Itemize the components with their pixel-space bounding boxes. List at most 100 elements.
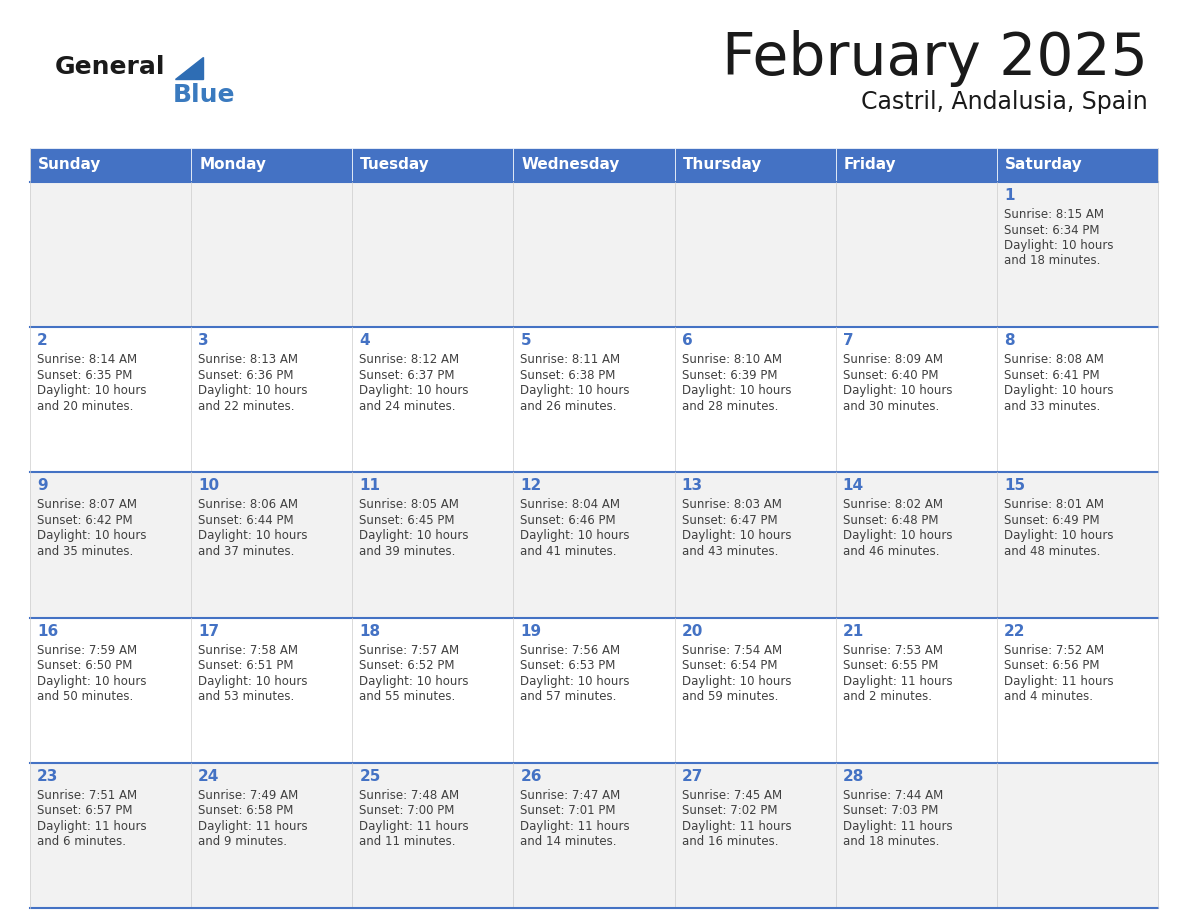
- Polygon shape: [175, 57, 203, 79]
- Text: 19: 19: [520, 623, 542, 639]
- Text: Sunset: 6:47 PM: Sunset: 6:47 PM: [682, 514, 777, 527]
- Text: Sunset: 6:39 PM: Sunset: 6:39 PM: [682, 369, 777, 382]
- Text: and 20 minutes.: and 20 minutes.: [37, 399, 133, 413]
- Text: and 11 minutes.: and 11 minutes.: [359, 835, 456, 848]
- Text: and 4 minutes.: and 4 minutes.: [1004, 690, 1093, 703]
- Text: Sunrise: 8:11 AM: Sunrise: 8:11 AM: [520, 353, 620, 366]
- FancyBboxPatch shape: [513, 148, 675, 182]
- Text: 8: 8: [1004, 333, 1015, 348]
- Text: Monday: Monday: [200, 158, 266, 173]
- Text: Sunrise: 8:05 AM: Sunrise: 8:05 AM: [359, 498, 459, 511]
- Text: Sunset: 6:44 PM: Sunset: 6:44 PM: [198, 514, 293, 527]
- Text: Sunset: 6:57 PM: Sunset: 6:57 PM: [37, 804, 133, 817]
- Text: Sunset: 6:51 PM: Sunset: 6:51 PM: [198, 659, 293, 672]
- Text: Sunset: 6:49 PM: Sunset: 6:49 PM: [1004, 514, 1099, 527]
- Text: Sunrise: 7:45 AM: Sunrise: 7:45 AM: [682, 789, 782, 801]
- Text: Sunset: 6:34 PM: Sunset: 6:34 PM: [1004, 223, 1099, 237]
- Text: Daylight: 10 hours: Daylight: 10 hours: [682, 530, 791, 543]
- Text: Sunset: 6:38 PM: Sunset: 6:38 PM: [520, 369, 615, 382]
- Text: and 33 minutes.: and 33 minutes.: [1004, 399, 1100, 413]
- Text: Daylight: 10 hours: Daylight: 10 hours: [198, 530, 308, 543]
- Text: 27: 27: [682, 768, 703, 784]
- Text: 25: 25: [359, 768, 380, 784]
- Text: 12: 12: [520, 478, 542, 493]
- Text: Sunrise: 8:15 AM: Sunrise: 8:15 AM: [1004, 208, 1104, 221]
- Text: Sunrise: 7:58 AM: Sunrise: 7:58 AM: [198, 644, 298, 656]
- Text: Daylight: 11 hours: Daylight: 11 hours: [359, 820, 469, 833]
- Text: 24: 24: [198, 768, 220, 784]
- Text: Daylight: 10 hours: Daylight: 10 hours: [842, 530, 953, 543]
- Text: Sunset: 6:37 PM: Sunset: 6:37 PM: [359, 369, 455, 382]
- Text: Sunrise: 8:03 AM: Sunrise: 8:03 AM: [682, 498, 782, 511]
- Text: Daylight: 10 hours: Daylight: 10 hours: [359, 530, 469, 543]
- Text: 9: 9: [37, 478, 48, 493]
- Text: 13: 13: [682, 478, 702, 493]
- Text: 21: 21: [842, 623, 864, 639]
- Text: 1: 1: [1004, 188, 1015, 203]
- Text: February 2025: February 2025: [722, 30, 1148, 87]
- FancyBboxPatch shape: [30, 148, 191, 182]
- Text: Sunrise: 7:49 AM: Sunrise: 7:49 AM: [198, 789, 298, 801]
- Text: 10: 10: [198, 478, 220, 493]
- Text: Daylight: 10 hours: Daylight: 10 hours: [37, 385, 146, 397]
- Text: 7: 7: [842, 333, 853, 348]
- FancyBboxPatch shape: [30, 763, 1158, 908]
- Text: 22: 22: [1004, 623, 1025, 639]
- Text: 3: 3: [198, 333, 209, 348]
- Text: 26: 26: [520, 768, 542, 784]
- Text: Sunset: 6:48 PM: Sunset: 6:48 PM: [842, 514, 939, 527]
- Text: 20: 20: [682, 623, 703, 639]
- Text: Sunset: 6:52 PM: Sunset: 6:52 PM: [359, 659, 455, 672]
- Text: Daylight: 10 hours: Daylight: 10 hours: [682, 675, 791, 688]
- Text: Sunrise: 7:59 AM: Sunrise: 7:59 AM: [37, 644, 137, 656]
- FancyBboxPatch shape: [835, 148, 997, 182]
- Text: 16: 16: [37, 623, 58, 639]
- Text: Daylight: 10 hours: Daylight: 10 hours: [37, 675, 146, 688]
- Text: Daylight: 10 hours: Daylight: 10 hours: [1004, 385, 1113, 397]
- Text: Sunrise: 8:07 AM: Sunrise: 8:07 AM: [37, 498, 137, 511]
- Text: 28: 28: [842, 768, 864, 784]
- Text: 14: 14: [842, 478, 864, 493]
- Text: Sunrise: 7:53 AM: Sunrise: 7:53 AM: [842, 644, 943, 656]
- Text: Daylight: 11 hours: Daylight: 11 hours: [842, 820, 953, 833]
- Text: Sunrise: 7:51 AM: Sunrise: 7:51 AM: [37, 789, 137, 801]
- Text: and 48 minutes.: and 48 minutes.: [1004, 545, 1100, 558]
- Text: Saturday: Saturday: [1005, 158, 1082, 173]
- Text: Sunrise: 7:54 AM: Sunrise: 7:54 AM: [682, 644, 782, 656]
- Text: Sunset: 6:35 PM: Sunset: 6:35 PM: [37, 369, 132, 382]
- Text: and 24 minutes.: and 24 minutes.: [359, 399, 456, 413]
- Text: Daylight: 11 hours: Daylight: 11 hours: [198, 820, 308, 833]
- Text: Daylight: 10 hours: Daylight: 10 hours: [198, 675, 308, 688]
- Text: Daylight: 10 hours: Daylight: 10 hours: [1004, 239, 1113, 252]
- Text: Daylight: 11 hours: Daylight: 11 hours: [520, 820, 630, 833]
- Text: and 30 minutes.: and 30 minutes.: [842, 399, 939, 413]
- Text: Daylight: 10 hours: Daylight: 10 hours: [520, 530, 630, 543]
- Text: Daylight: 11 hours: Daylight: 11 hours: [682, 820, 791, 833]
- Text: and 35 minutes.: and 35 minutes.: [37, 545, 133, 558]
- Text: 6: 6: [682, 333, 693, 348]
- Text: Daylight: 10 hours: Daylight: 10 hours: [520, 385, 630, 397]
- FancyBboxPatch shape: [675, 148, 835, 182]
- Text: Sunrise: 8:04 AM: Sunrise: 8:04 AM: [520, 498, 620, 511]
- Text: Sunset: 6:46 PM: Sunset: 6:46 PM: [520, 514, 617, 527]
- Text: Sunrise: 7:57 AM: Sunrise: 7:57 AM: [359, 644, 460, 656]
- FancyBboxPatch shape: [353, 148, 513, 182]
- Text: Sunrise: 7:52 AM: Sunrise: 7:52 AM: [1004, 644, 1104, 656]
- Text: Wednesday: Wednesday: [522, 158, 620, 173]
- Text: 18: 18: [359, 623, 380, 639]
- Text: Sunset: 6:54 PM: Sunset: 6:54 PM: [682, 659, 777, 672]
- Text: Daylight: 10 hours: Daylight: 10 hours: [842, 385, 953, 397]
- Text: Thursday: Thursday: [683, 158, 762, 173]
- Text: Sunset: 6:55 PM: Sunset: 6:55 PM: [842, 659, 939, 672]
- Text: Sunrise: 8:14 AM: Sunrise: 8:14 AM: [37, 353, 137, 366]
- Text: Sunset: 7:00 PM: Sunset: 7:00 PM: [359, 804, 455, 817]
- Text: and 41 minutes.: and 41 minutes.: [520, 545, 617, 558]
- Text: and 18 minutes.: and 18 minutes.: [1004, 254, 1100, 267]
- Text: Sunset: 6:50 PM: Sunset: 6:50 PM: [37, 659, 132, 672]
- Text: Sunrise: 8:06 AM: Sunrise: 8:06 AM: [198, 498, 298, 511]
- Text: and 26 minutes.: and 26 minutes.: [520, 399, 617, 413]
- Text: and 59 minutes.: and 59 minutes.: [682, 690, 778, 703]
- Text: Sunrise: 8:12 AM: Sunrise: 8:12 AM: [359, 353, 460, 366]
- Text: Sunset: 7:01 PM: Sunset: 7:01 PM: [520, 804, 615, 817]
- Text: and 55 minutes.: and 55 minutes.: [359, 690, 455, 703]
